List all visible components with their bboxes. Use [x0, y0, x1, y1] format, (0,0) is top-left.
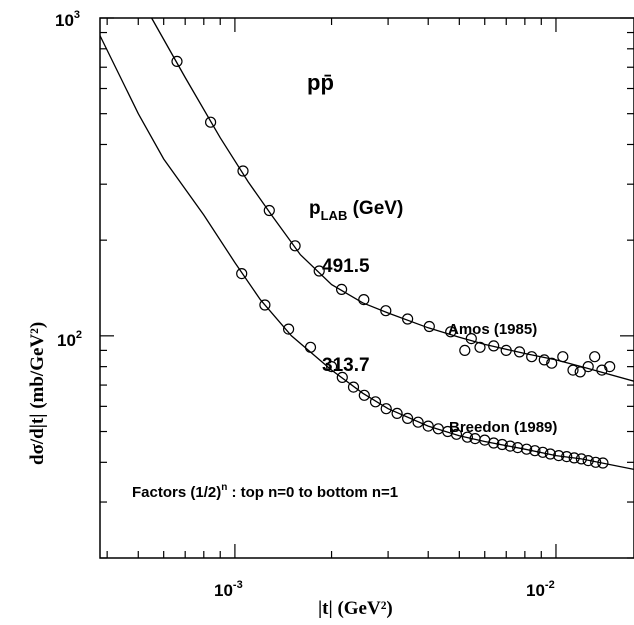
data-point-0-23	[574, 366, 586, 378]
data-point-1-25	[529, 445, 541, 457]
data-point-0-9	[402, 313, 414, 325]
data-point-0-25	[589, 351, 601, 363]
data-point-1-33	[590, 456, 602, 468]
data-point-1-34	[597, 457, 609, 469]
data-point-0-1	[205, 116, 217, 128]
data-point-1-12	[412, 416, 424, 428]
data-point-1-30	[568, 452, 580, 464]
y-axis-title: dσ/d|t| (mb/GeV²)	[27, 322, 48, 465]
data-point-1-28	[553, 450, 565, 462]
series-layer	[99, 17, 634, 471]
data-point-1-29	[561, 451, 573, 463]
data-point-1-9	[380, 403, 392, 415]
data-point-1-7	[358, 389, 370, 401]
data-point-1-20	[488, 437, 500, 449]
y-tick-label-1e2: 102	[57, 329, 82, 350]
data-point-1-10	[391, 407, 403, 419]
x-tick-label-1e-2: 10-2	[526, 579, 555, 600]
data-point-1-11	[402, 412, 414, 424]
factors-note: Factors (1/2)n : top n=0 to bottom n=1	[132, 482, 398, 501]
data-point-0-4	[289, 240, 301, 252]
data-point-0-16	[500, 344, 512, 356]
data-point-1-26	[537, 446, 549, 458]
data-point-0-21	[557, 351, 569, 363]
data-point-0-10	[423, 320, 435, 333]
data-point-0-0	[171, 55, 183, 68]
series-label-491: 491.5	[322, 256, 370, 277]
data-point-1-1	[259, 299, 271, 311]
data-point-0-5	[313, 265, 325, 277]
series-label-313: 313.7	[322, 355, 370, 376]
data-point-1-2	[283, 323, 295, 335]
data-point-1-0	[236, 268, 248, 280]
y-tick-label-1e3: 103	[55, 9, 80, 30]
source-label-amos: Amos (1985)	[448, 321, 537, 338]
data-point-1-4	[326, 361, 338, 373]
data-point-1-21	[496, 438, 508, 451]
data-point-0-27	[604, 361, 616, 373]
data-point-1-17	[461, 431, 473, 443]
data-point-0-3	[263, 204, 275, 217]
data-point-0-6	[336, 283, 348, 295]
data-point-0-7	[358, 294, 370, 306]
data-point-0-22	[567, 364, 579, 376]
data-point-0-15	[488, 340, 500, 352]
data-point-0-19	[538, 354, 550, 366]
data-point-1-13	[422, 420, 434, 432]
data-point-0-13	[459, 344, 471, 356]
data-point-0-11	[445, 326, 457, 338]
data-point-0-17	[513, 346, 526, 358]
source-label-breedon: Breedon (1989)	[449, 419, 557, 436]
fit-curve-1	[99, 35, 634, 471]
x-tick-label-1e-3: 10-3	[214, 579, 243, 600]
axis-ticks	[100, 17, 634, 559]
plot-frame	[99, 17, 634, 559]
data-point-1-5	[336, 371, 348, 383]
data-point-0-20	[546, 357, 558, 369]
data-point-1-22	[504, 440, 516, 452]
data-point-1-3	[304, 341, 317, 353]
data-point-1-31	[575, 453, 588, 465]
data-point-0-24	[582, 361, 594, 373]
data-point-1-8	[369, 396, 382, 408]
chart-title: pp̄	[307, 70, 334, 95]
data-point-0-12	[465, 333, 477, 345]
legend-header: pLAB (GeV)	[309, 198, 403, 223]
data-point-1-6	[347, 381, 360, 393]
data-point-0-2	[237, 165, 249, 177]
data-point-0-14	[474, 341, 486, 353]
data-point-0-8	[380, 305, 392, 317]
data-point-1-16	[450, 428, 463, 440]
data-point-1-23	[512, 442, 524, 454]
data-point-1-24	[520, 443, 533, 455]
x-axis-title: |t| (GeV²)	[318, 598, 393, 619]
data-point-1-27	[544, 448, 556, 460]
data-point-1-32	[582, 455, 594, 467]
data-point-0-18	[526, 351, 538, 363]
